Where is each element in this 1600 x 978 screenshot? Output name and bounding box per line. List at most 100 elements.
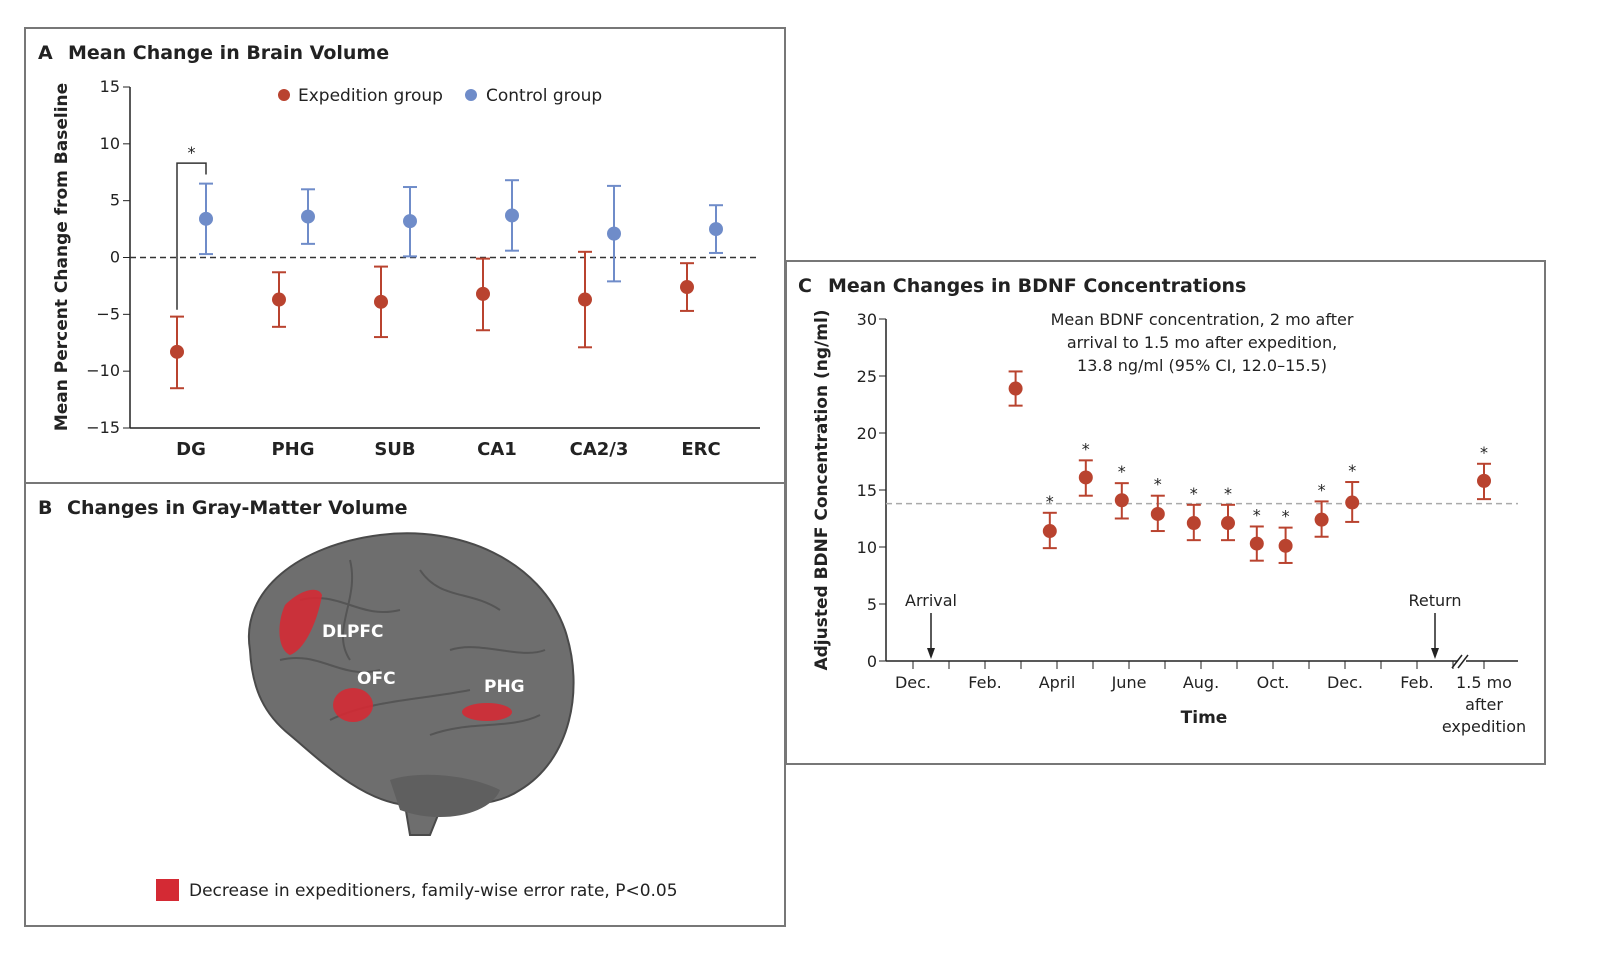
significance-star: * <box>1282 507 1290 526</box>
panel-c-title: Mean Changes in BDNF Concentrations <box>828 275 1246 297</box>
panel-c-frame <box>785 260 1546 765</box>
significance-star: * <box>1318 480 1326 499</box>
bdnf-point <box>1278 538 1293 553</box>
legend-decrease-label: Decrease in expeditioners, family-wise e… <box>189 881 678 901</box>
panel-c-xtick-label: Dec. <box>1327 673 1363 692</box>
bdnf-point <box>1249 536 1264 551</box>
panel-a-category-label: SUB <box>374 439 415 460</box>
expedition-point <box>170 344 184 359</box>
arrow-down-icon <box>927 648 935 659</box>
legend-expedition-marker <box>278 89 290 101</box>
significance-star: * <box>188 143 196 162</box>
event-label-return: Return <box>1408 591 1461 610</box>
control-point <box>505 208 519 223</box>
significance-star: * <box>1046 492 1054 511</box>
after-label-1: 1.5 mo <box>1456 673 1512 692</box>
panel-c-xtick-label: Dec. <box>895 673 931 692</box>
panel-c-ytick-label: 15 <box>857 481 877 500</box>
brain-cortex <box>247 532 575 836</box>
bdnf-point <box>1221 516 1235 531</box>
significance-star: * <box>1253 505 1261 524</box>
panel-c-ytick-label: 30 <box>857 310 877 329</box>
significance-star: * <box>1348 461 1356 480</box>
significance-star: * <box>1154 475 1162 494</box>
panel-c-ytick-label: 5 <box>867 595 877 614</box>
control-point <box>709 222 723 237</box>
panel-a-ytick-label: −10 <box>86 361 120 380</box>
label-phg: PHG <box>484 677 525 697</box>
expedition-point <box>476 286 490 301</box>
significance-star: * <box>1480 443 1488 462</box>
panel-c-ytick-label: 20 <box>857 424 877 443</box>
bdnf-point <box>1008 381 1023 396</box>
control-point <box>403 214 417 229</box>
panel-a-ytick-label: −15 <box>86 418 120 437</box>
arrow-down-icon <box>1431 648 1439 659</box>
control-point <box>199 211 213 226</box>
panel-c-xtick-label: April <box>1039 673 1076 692</box>
after-label-3: expedition <box>1442 717 1526 736</box>
panel-c-xtick-label: June <box>1111 673 1147 692</box>
bdnf-point <box>1078 470 1093 485</box>
axis-break-icon <box>1451 654 1469 669</box>
significance-star: * <box>1224 484 1232 503</box>
control-point <box>607 226 621 241</box>
bdnf-point <box>1042 524 1057 539</box>
panel-c-ylabel: Adjusted BDNF Concentration (ng/ml) <box>812 309 832 670</box>
region-phg <box>462 703 512 721</box>
label-dlpfc: DLPFC <box>322 622 384 642</box>
bdnf-point <box>1114 493 1129 508</box>
region-dlpfc <box>279 589 322 655</box>
panel-c-ytick-label: 0 <box>867 652 877 671</box>
bdnf-point <box>1345 495 1360 510</box>
panel-a-ytick-label: 10 <box>100 134 120 153</box>
panel-c-ytick-label: 10 <box>857 538 877 557</box>
panel-a-category-label: PHG <box>271 439 314 460</box>
expedition-point <box>374 294 388 309</box>
panel-a-category-label: CA1 <box>477 439 517 460</box>
panel-c-xlabel: Time <box>1181 708 1228 728</box>
expedition-point <box>680 280 694 295</box>
panel-a-category-label: DG <box>176 439 206 460</box>
significance-star: * <box>1082 439 1090 458</box>
panel-a-category-label: CA2/3 <box>570 439 629 460</box>
panel-c-letter: C <box>798 275 812 297</box>
bdnf-point <box>1477 473 1491 488</box>
panel-a-ytick-label: 0 <box>110 248 120 267</box>
panel-a-ylabel: Mean Percent Change from Baseline <box>52 83 72 431</box>
legend-decrease-swatch <box>156 879 179 901</box>
panel-b-title: Changes in Gray-Matter Volume <box>67 497 408 519</box>
panel-a-letter: A <box>38 42 53 64</box>
control-point <box>301 209 315 224</box>
panel-c-xtick-label: Feb. <box>1400 673 1433 692</box>
legend-control-label: Control group <box>486 86 602 106</box>
bdnf-point <box>1186 516 1201 531</box>
panel-a-ytick-label: 15 <box>100 77 120 96</box>
annotation-line-1: Mean BDNF concentration, 2 mo after <box>1051 310 1354 329</box>
panel-b: B Changes in Gray-Matter Volume DLPFC OF… <box>38 497 678 901</box>
panel-a-ytick-label: −5 <box>96 304 120 323</box>
annotation-line-3: 13.8 ng/ml (95% CI, 12.0–15.5) <box>1077 356 1327 375</box>
bdnf-point <box>1314 512 1329 527</box>
panel-a-title: Mean Change in Brain Volume <box>68 42 389 64</box>
legend-expedition-label: Expedition group <box>298 86 443 106</box>
label-ofc: OFC <box>357 669 396 689</box>
panel-b-letter: B <box>38 497 52 519</box>
region-ofc <box>333 688 373 722</box>
expedition-point <box>578 292 592 307</box>
panel-a-chart: A Mean Change in Brain Volume Mean Perce… <box>38 42 760 460</box>
panel-c-chart: C Mean Changes in BDNF Concentrations Ad… <box>798 275 1526 736</box>
panel-a-ytick-label: 5 <box>110 191 120 210</box>
after-label-2: after <box>1465 695 1503 714</box>
panel-c-xtick-label: Feb. <box>968 673 1001 692</box>
brain-render: DLPFC OFC PHG <box>247 532 575 836</box>
annotation-line-2: arrival to 1.5 mo after expedition, <box>1067 333 1337 352</box>
panel-c-ytick-label: 25 <box>857 367 877 386</box>
event-label-arrival: Arrival <box>905 591 957 610</box>
brain-cerebellum <box>390 774 500 818</box>
bdnf-point <box>1150 506 1165 521</box>
significance-bracket <box>176 162 207 310</box>
expedition-point <box>272 292 286 307</box>
brain-gyri <box>279 559 546 736</box>
